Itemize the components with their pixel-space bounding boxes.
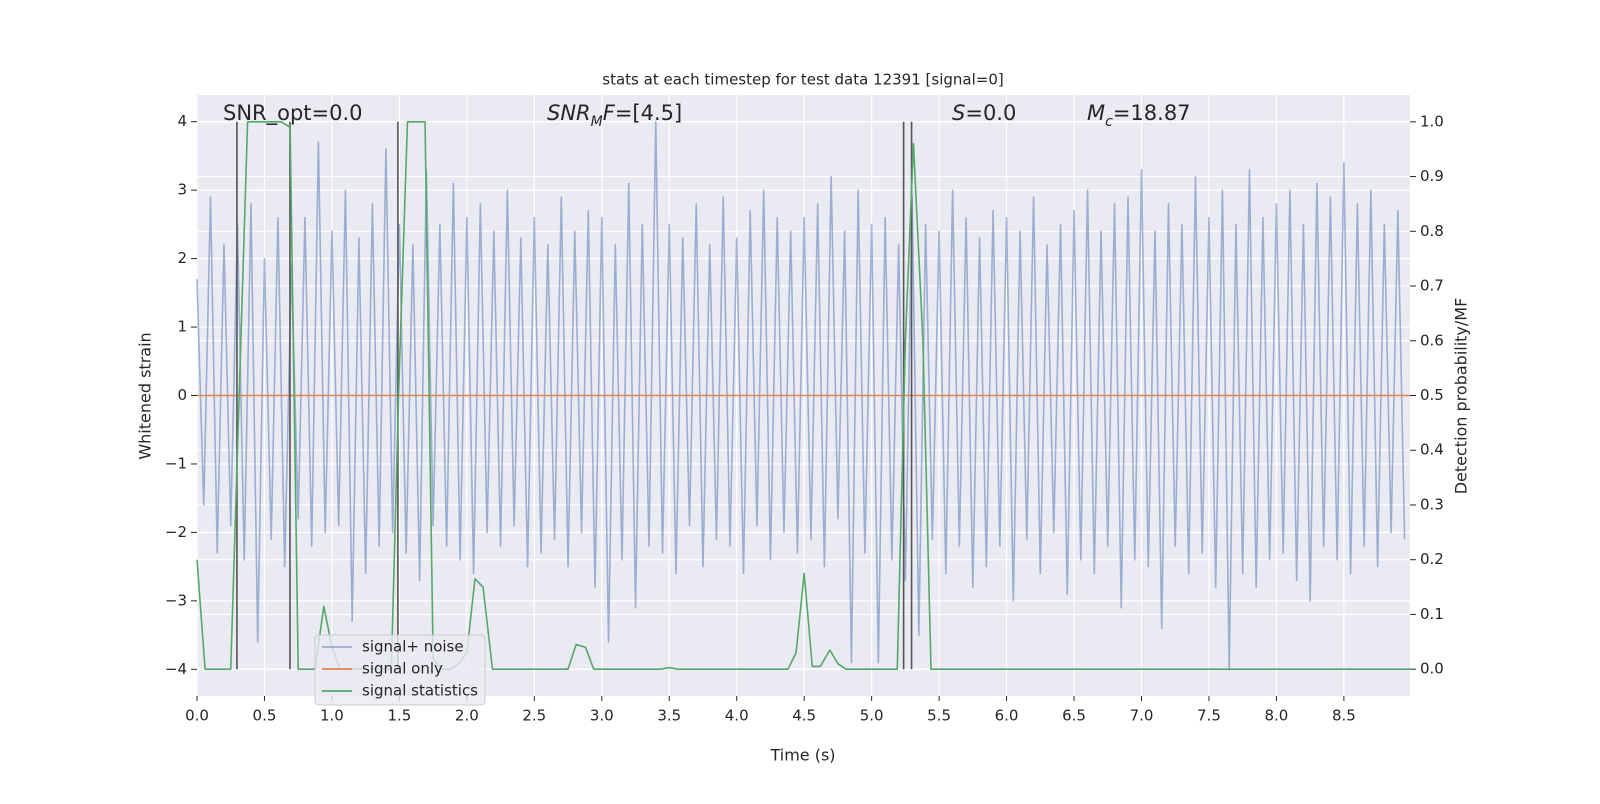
y2-tick-label: 0.5: [1420, 386, 1444, 404]
x-tick-label: 3.5: [657, 707, 681, 725]
x-tick-label: 2.5: [522, 707, 546, 725]
x-tick-label: 2.0: [455, 707, 479, 725]
annotation-part: M: [1087, 101, 1105, 125]
legend: signal+ noise signal only signal statistic…: [314, 634, 486, 706]
legend-label: signal+ noise: [362, 638, 464, 656]
y2-tick-label: 0.2: [1420, 550, 1444, 568]
y-tick-label: 3: [177, 181, 187, 199]
annotation-part: SNR_opt=0.0: [223, 101, 363, 126]
x-tick-label: 6.0: [995, 707, 1019, 725]
y2-tick-label: 0.1: [1420, 605, 1444, 623]
annotation: Mc=18.87: [1087, 101, 1191, 130]
x-tick-label: 3.0: [590, 707, 614, 725]
x-tick-label: 4.5: [792, 707, 816, 725]
x-tick-label: 1.0: [320, 707, 344, 725]
annotation-part: =[4.5]: [615, 101, 682, 125]
x-tick-label: 7.5: [1197, 707, 1221, 725]
y2-tick-label: 0.9: [1420, 167, 1444, 185]
y-tick-label: 2: [177, 249, 187, 267]
annotation-part: =0.0: [965, 101, 1016, 125]
y2-tick-label: 0.8: [1420, 222, 1444, 240]
annotation-part: =18.87: [1113, 101, 1191, 125]
y2-tick-label: 0.3: [1420, 495, 1444, 513]
y-tick-label: 1: [177, 318, 187, 336]
x-axis-label: Time (s): [769, 746, 835, 765]
chart-title: stats at each timestep for test data 123…: [602, 71, 1003, 89]
annotation: SNRMF=[4.5]: [547, 101, 682, 130]
y-tick-label: −4: [165, 660, 187, 678]
y-tick-label: 4: [177, 112, 187, 130]
x-tick-label: 1.5: [387, 707, 411, 725]
x-tick-label: 6.5: [1062, 707, 1086, 725]
x-tick-label: 5.0: [860, 707, 884, 725]
y2-tick-label: 0.4: [1420, 441, 1444, 459]
annotation-part: SNR: [547, 101, 591, 125]
x-tick-label: 0.0: [185, 707, 209, 725]
x-tick-label: 8.0: [1264, 707, 1288, 725]
y-tick-label: 0: [177, 386, 187, 404]
annotation-part: S: [952, 101, 965, 125]
x-tick-label: 7.0: [1130, 707, 1154, 725]
y2-tick-label: 1.0: [1420, 112, 1444, 130]
annotation: SNR_opt=0.0: [223, 101, 363, 126]
annotation-part: c: [1105, 114, 1113, 130]
x-tick-label: 8.5: [1332, 707, 1356, 725]
annotation-part: F: [603, 101, 616, 125]
y2-tick-label: 0.0: [1420, 660, 1444, 678]
y-axis-label: Whitened strain: [136, 332, 155, 459]
y2-axis-label: Detection probability/MF: [1452, 298, 1471, 495]
x-tick-label: 0.5: [253, 707, 277, 725]
x-tick-label: 4.0: [725, 707, 749, 725]
y2-tick-label: 0.7: [1420, 277, 1444, 295]
legend-box: [314, 634, 486, 706]
y-tick-label: −1: [165, 454, 187, 472]
annotation: S=0.0: [952, 101, 1016, 125]
x-tick-label: 5.5: [927, 707, 951, 725]
y2-tick-label: 0.6: [1420, 331, 1444, 349]
legend-label: signal statistics: [362, 682, 478, 700]
y-tick-label: −2: [165, 523, 187, 541]
legend-label: signal only: [362, 660, 443, 678]
y-tick-label: −3: [165, 591, 187, 609]
annotation-part: M: [591, 114, 603, 130]
